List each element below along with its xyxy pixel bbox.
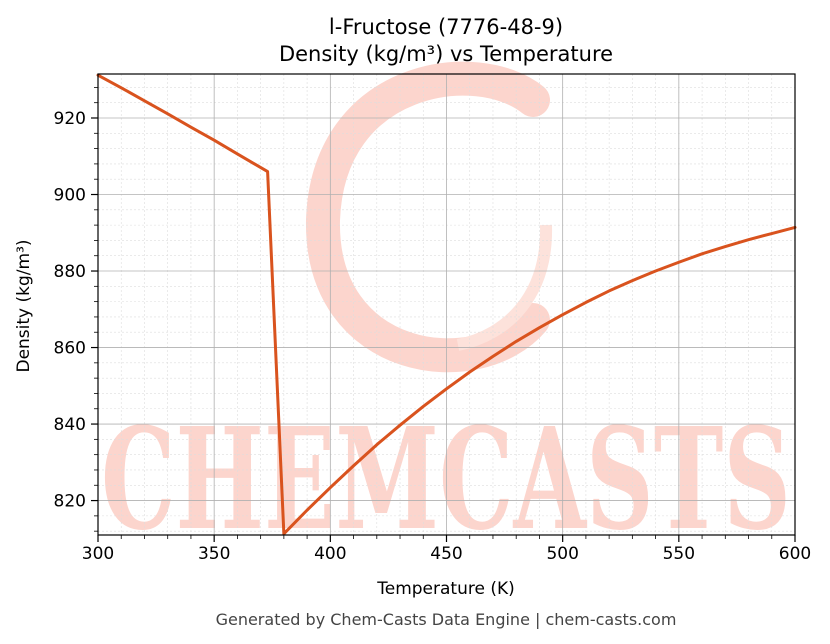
watermark: CHEMCASTS <box>101 61 791 562</box>
chart-subtitle: Density (kg/m³) vs Temperature <box>279 42 613 66</box>
x-tick-label: 450 <box>430 544 462 564</box>
watermark-logo <box>305 61 553 373</box>
x-tick-label: 400 <box>314 544 346 564</box>
x-tick-label: 600 <box>779 544 811 564</box>
footer-credit: Generated by Chem-Casts Data Engine | ch… <box>216 610 677 629</box>
x-tick-label: 300 <box>82 544 114 564</box>
density-series-line <box>96 73 797 536</box>
y-tick-label: 820 <box>54 492 86 512</box>
series-layer <box>96 73 797 536</box>
y-tick-label: 900 <box>54 186 86 206</box>
x-axis-label: Temperature (K) <box>376 579 515 599</box>
y-tick-label: 860 <box>54 339 86 359</box>
y-tick-label: 880 <box>54 262 86 282</box>
y-axis-label: Density (kg/m³) <box>14 239 34 372</box>
axes: 300 350 400 450 500 550 600 820 840 860 880 900 920 <box>54 73 811 564</box>
x-tick-label: 350 <box>198 544 230 564</box>
x-tick-label: 500 <box>546 544 578 564</box>
chart-title: l-Fructose (7776-48-9) <box>329 15 563 39</box>
x-tick-label: 550 <box>663 544 695 564</box>
y-tick-label: 840 <box>54 415 86 435</box>
y-tick-label: 920 <box>54 109 86 129</box>
